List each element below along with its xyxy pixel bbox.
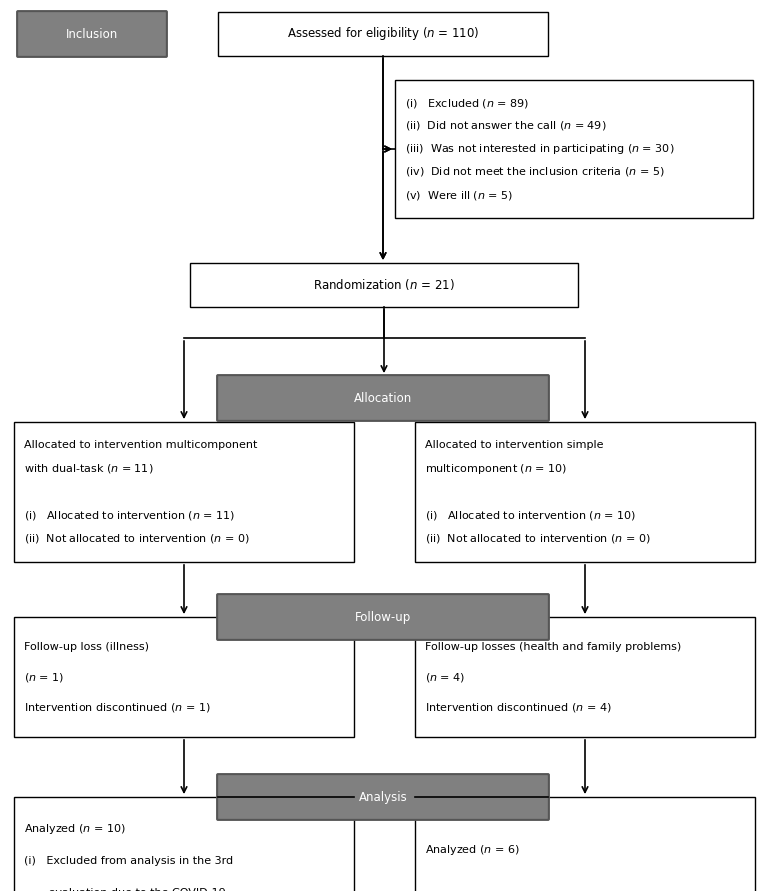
Text: (i)   Allocated to intervention ($n$ = 11): (i) Allocated to intervention ($n$ = 11)	[24, 509, 235, 522]
Bar	[14, 422, 354, 562]
FancyBboxPatch shape	[17, 11, 167, 57]
Text: (iv)  Did not meet the inclusion criteria ($n$ = 5): (iv) Did not meet the inclusion criteria…	[405, 166, 664, 178]
Text: (i)   Excluded from analysis in the 3rd: (i) Excluded from analysis in the 3rd	[24, 856, 233, 866]
Text: Assessed for eligibility ($n$ = 110): Assessed for eligibility ($n$ = 110)	[287, 26, 479, 43]
Text: Analyzed ($n$ = 10): Analyzed ($n$ = 10)	[24, 822, 126, 836]
Text: Follow-up: Follow-up	[355, 610, 411, 624]
Text: Intervention discontinued ($n$ = 4): Intervention discontinued ($n$ = 4)	[425, 700, 611, 714]
Bar	[14, 797, 354, 891]
Bar	[190, 263, 578, 307]
Bar	[415, 797, 755, 891]
Text: (v)  Were ill ($n$ = 5): (v) Were ill ($n$ = 5)	[405, 189, 513, 201]
Text: Follow-up losses (health and family problems): Follow-up losses (health and family prob…	[425, 642, 681, 652]
Text: Randomization ($n$ = 21): Randomization ($n$ = 21)	[313, 277, 454, 292]
Text: with dual-task ($n$ = 11): with dual-task ($n$ = 11)	[24, 462, 154, 475]
Text: Follow-up loss (illness): Follow-up loss (illness)	[24, 642, 149, 652]
Text: Allocated to intervention simple: Allocated to intervention simple	[425, 440, 604, 450]
FancyBboxPatch shape	[217, 774, 549, 820]
Bar	[218, 12, 548, 56]
Text: (ii)  Did not answer the call ($n$ = 49): (ii) Did not answer the call ($n$ = 49)	[405, 119, 607, 133]
Text: Analysis: Analysis	[358, 790, 408, 804]
Bar	[395, 80, 753, 218]
Text: Intervention discontinued ($n$ = 1): Intervention discontinued ($n$ = 1)	[24, 700, 211, 714]
Text: (i)   Allocated to intervention ($n$ = 10): (i) Allocated to intervention ($n$ = 10)	[425, 509, 636, 522]
Text: Allocation: Allocation	[354, 391, 412, 405]
Text: evaluation due to the COVID-19: evaluation due to the COVID-19	[24, 888, 226, 891]
Text: Allocated to intervention multicomponent: Allocated to intervention multicomponent	[24, 440, 258, 450]
Text: (i)   Excluded ($n$ = 89): (i) Excluded ($n$ = 89)	[405, 96, 529, 110]
Text: ($n$ = 1): ($n$ = 1)	[24, 671, 65, 683]
Text: Inclusion: Inclusion	[66, 28, 118, 40]
Text: Analyzed ($n$ = 6): Analyzed ($n$ = 6)	[425, 844, 520, 857]
Bar	[415, 422, 755, 562]
FancyBboxPatch shape	[217, 375, 549, 421]
Text: (ii)  Not allocated to intervention ($n$ = 0): (ii) Not allocated to intervention ($n$ …	[425, 532, 651, 545]
FancyBboxPatch shape	[217, 594, 549, 640]
Text: multicomponent ($n$ = 10): multicomponent ($n$ = 10)	[425, 462, 568, 476]
Text: (ii)  Not allocated to intervention ($n$ = 0): (ii) Not allocated to intervention ($n$ …	[24, 532, 250, 545]
Bar	[14, 617, 354, 737]
Text: (iii)  Was not interested in participating ($n$ = 30): (iii) Was not interested in participatin…	[405, 142, 674, 156]
Bar	[415, 617, 755, 737]
Text: ($n$ = 4): ($n$ = 4)	[425, 671, 465, 683]
